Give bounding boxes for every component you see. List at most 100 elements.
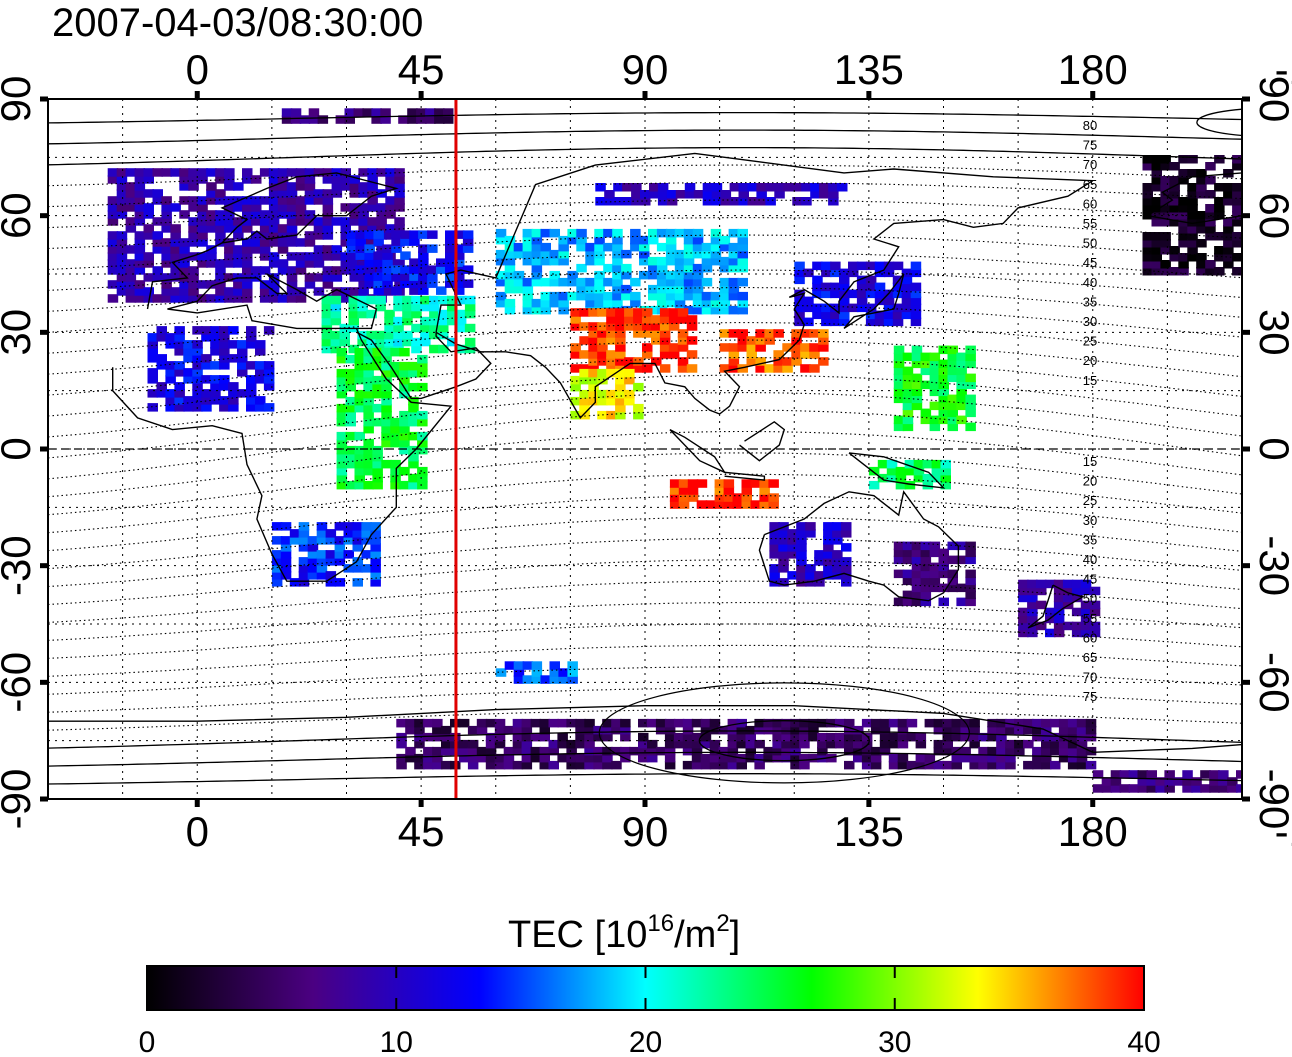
tec-cell [393, 295, 404, 305]
tec-cell [1196, 211, 1207, 220]
tec-cell [728, 277, 740, 287]
tec-cell [373, 251, 384, 260]
tec-cell [391, 265, 402, 274]
tec-cell [853, 739, 864, 749]
tec-cell [911, 555, 923, 565]
tec-cell [687, 479, 699, 488]
tec-cell [179, 238, 190, 247]
tec-cell [566, 718, 577, 728]
tec-region-indonesia [669, 479, 779, 509]
tec-cell [134, 245, 146, 254]
tec-cell [1205, 260, 1216, 269]
tec-cell [773, 329, 784, 338]
tec-cell [367, 196, 378, 205]
tec-cell [179, 287, 190, 296]
tec-cell [161, 273, 172, 282]
tec-cell [781, 739, 792, 749]
tec-cell [1214, 183, 1225, 192]
tec-cell [382, 279, 393, 288]
tec-cell [345, 452, 356, 462]
tec-cell [794, 268, 805, 278]
tec-cell [418, 286, 429, 295]
tec-cell [1209, 784, 1220, 793]
tec-cell [325, 529, 337, 538]
tec-region-south-pole-band [1092, 770, 1242, 793]
tec-cell [642, 350, 653, 359]
tec-cell [593, 725, 604, 735]
tec-cell [1155, 777, 1166, 786]
tec-cell [718, 760, 730, 770]
tec-cell [1218, 770, 1229, 779]
tec-cell [920, 366, 932, 376]
tec-cell [700, 725, 712, 735]
tec-cell [228, 403, 239, 412]
contour-line [48, 129, 1242, 145]
contour-line [48, 304, 1242, 354]
tec-cell [1209, 770, 1220, 779]
tec-cell [116, 287, 128, 296]
tec-cell [242, 175, 253, 184]
tec-cell [832, 557, 843, 566]
tec-cell [782, 364, 793, 373]
tec-cell [423, 753, 434, 763]
tec-cell [215, 224, 226, 233]
tec-cell [602, 753, 613, 763]
tec-cell [1027, 586, 1038, 596]
tec-cell [576, 263, 587, 273]
tec-cell [1178, 260, 1189, 269]
tec-cell [385, 287, 396, 296]
tec-cell [125, 196, 137, 205]
tec-cell [674, 284, 686, 294]
tec-cell [246, 382, 257, 391]
tec-cell [883, 317, 895, 327]
tec-cell [911, 380, 923, 390]
tec-cell [313, 273, 325, 282]
tec-cell [390, 480, 401, 490]
tec-cell [539, 725, 550, 735]
tec-cell [1023, 718, 1034, 728]
tec-cell [837, 183, 848, 192]
tec-cell [1067, 746, 1079, 756]
tec-cell [400, 251, 411, 260]
tec-cell [594, 256, 605, 266]
tec-cell [330, 316, 342, 326]
tec-cell [1169, 204, 1180, 213]
tec-cell [438, 330, 449, 340]
tec-cell [1067, 760, 1079, 770]
tec-cell [251, 217, 262, 226]
left-lat-label: -90 [0, 769, 39, 830]
tec-cell [929, 387, 941, 397]
tec-cell [1067, 725, 1079, 735]
tec-cell [835, 718, 846, 728]
tec-cell [593, 753, 604, 763]
tec-cell [1187, 253, 1198, 262]
tec-region-east-africa [336, 347, 428, 490]
tec-cell [495, 277, 507, 287]
tec-cell [321, 295, 333, 305]
tec-cell [818, 329, 829, 338]
tec-cell [1014, 739, 1025, 749]
tec-cell [566, 753, 577, 763]
tec-cell [938, 583, 949, 593]
tec-cell [161, 238, 172, 247]
tec-cell [346, 237, 357, 246]
contour-line [48, 430, 1242, 498]
coastline-path [758, 490, 960, 602]
tec-cell [759, 500, 770, 509]
tec-cell [783, 183, 794, 192]
tec-cell [116, 210, 128, 219]
tec-cell [920, 380, 932, 390]
tec-cell [363, 354, 374, 364]
contour-labels: 8075706560555045403530252015152025303540… [1083, 118, 1097, 704]
tec-cell [947, 541, 958, 551]
tec-cell [823, 536, 834, 545]
tec-cell [1076, 725, 1088, 735]
tec-cell [197, 196, 208, 205]
tec-cell [384, 309, 395, 319]
tec-cell [709, 718, 721, 728]
tec-cell [183, 340, 194, 349]
contour-line [48, 666, 1242, 695]
tec-cell [1200, 784, 1211, 793]
tec-cell [512, 739, 524, 749]
tec-region-central-asia [495, 228, 748, 315]
